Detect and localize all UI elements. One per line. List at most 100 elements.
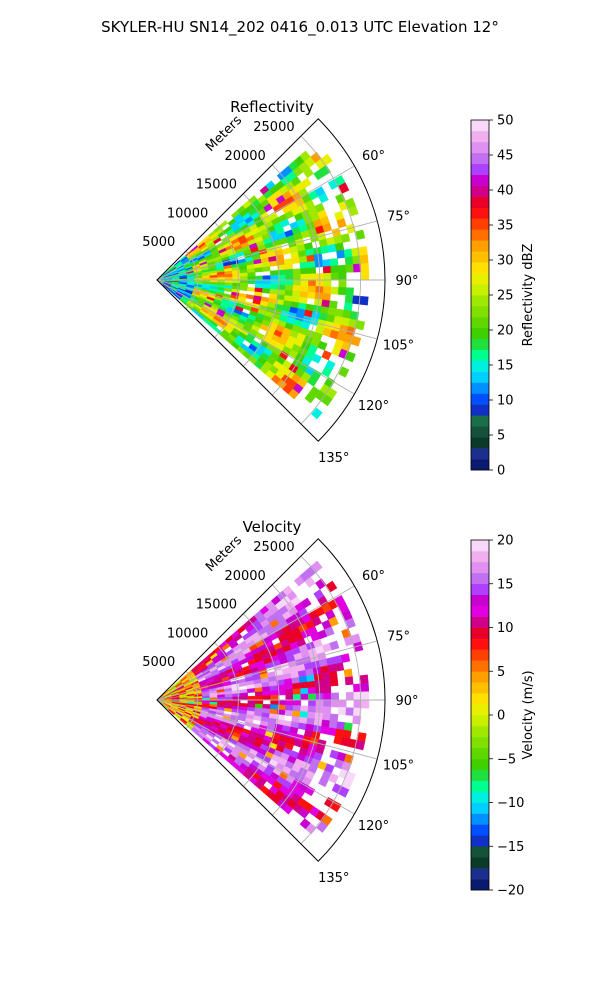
- data-cell: [355, 740, 366, 751]
- colorbar-swatch: [471, 704, 489, 716]
- data-cell: [321, 350, 332, 361]
- data-cell: [253, 715, 262, 722]
- colorbar-tick-label: 35: [497, 219, 514, 234]
- colorbar-swatch: [471, 616, 489, 628]
- data-cell: [224, 287, 233, 293]
- data-cell: [232, 273, 241, 278]
- figure-suptitle: SKYLER-HU SN14_202 0416_0.013 UTC Elevat…: [101, 18, 499, 37]
- colorbar-swatch: [471, 802, 489, 814]
- colorbar-swatch: [471, 130, 489, 143]
- data-cell: [336, 249, 346, 259]
- data-cell: [300, 267, 309, 275]
- colorbar-swatch: [471, 360, 489, 372]
- data-cell: [321, 672, 331, 681]
- data-cell: [340, 653, 351, 663]
- data-cell: [327, 663, 337, 673]
- colorbar-tick-label: 10: [497, 394, 514, 409]
- data-cell: [334, 662, 345, 672]
- colorbar-swatch: [471, 769, 489, 781]
- colorbar-tick-label: −20: [497, 884, 524, 899]
- data-cell: [245, 294, 255, 300]
- azimuth-tick-label: 90°: [395, 694, 418, 709]
- data-cell: [239, 286, 248, 292]
- colorbar-swatch: [471, 627, 489, 639]
- colorbar-tick-label: 0: [497, 709, 505, 724]
- colorbar-swatch: [471, 758, 489, 770]
- data-cell: [359, 296, 369, 306]
- azimuth-tick-label: 120°: [358, 399, 389, 414]
- data-cell: [269, 685, 279, 692]
- data-cell: [307, 267, 317, 275]
- data-cell: [262, 288, 271, 294]
- azimuth-spoke: [156, 279, 378, 340]
- data-cell: [232, 696, 241, 701]
- data-cell: [293, 274, 302, 281]
- data-cell: [329, 640, 340, 651]
- colorbar-tick-label: −10: [497, 796, 524, 811]
- data-cell: [307, 260, 316, 269]
- colorbar-swatch: [471, 649, 489, 661]
- data-cell: [299, 711, 309, 719]
- colorbar-swatch: [471, 229, 489, 241]
- radial-tick-label: 5000: [142, 655, 175, 670]
- colorbar-swatch: [471, 262, 489, 274]
- data-cell: [308, 699, 317, 707]
- colorbar-swatch: [471, 251, 489, 263]
- data-cell: [292, 682, 301, 690]
- data-cell: [307, 285, 317, 293]
- data-cell: [337, 707, 347, 716]
- azimuth-tick-label: 60°: [362, 569, 385, 584]
- azimuth-tick-label: 105°: [383, 339, 414, 354]
- colorbar-swatch: [471, 426, 489, 438]
- data-cell: [293, 699, 302, 706]
- data-cell: [336, 721, 346, 731]
- azimuth-tick-label: 105°: [383, 759, 414, 774]
- data-cell: [299, 261, 309, 269]
- radial-tick-label: 25000: [253, 540, 294, 555]
- data-cell: [337, 287, 347, 296]
- colorbar-swatch: [471, 459, 489, 471]
- data-cell: [262, 279, 271, 285]
- radial-tick-label: 10000: [167, 206, 208, 221]
- data-cell: [255, 695, 264, 701]
- data-cell: [318, 776, 329, 788]
- data-cell: [297, 722, 307, 731]
- radial-tick-label: 20000: [224, 149, 265, 164]
- data-cell: [308, 693, 317, 701]
- azimuth-spoke: [156, 699, 355, 815]
- data-cell: [262, 686, 271, 692]
- data-cell: [285, 694, 294, 701]
- colorbar-swatch: [471, 284, 489, 296]
- data-cell: [291, 676, 301, 685]
- data-cell: [320, 245, 330, 254]
- colorbar-swatch: [471, 404, 489, 416]
- colorbar-swatch: [471, 152, 489, 165]
- data-cell: [232, 279, 241, 284]
- data-cell: [298, 675, 308, 684]
- data-cell: [262, 695, 271, 701]
- data-cell: [320, 665, 330, 674]
- data-cell: [239, 272, 249, 277]
- colorbar-tick-label: 10: [497, 621, 514, 636]
- colorbar-swatch: [471, 316, 489, 329]
- data-cell: [304, 785, 316, 797]
- data-cell: [255, 275, 264, 281]
- data-cell: [300, 279, 309, 287]
- data-cell: [344, 294, 354, 304]
- panel-title: Velocity: [243, 518, 302, 536]
- colorbar-tick-label: 20: [497, 324, 514, 339]
- data-cell: [292, 268, 301, 275]
- data-cell: [345, 707, 354, 716]
- data-cell: [316, 821, 328, 833]
- data-cell: [292, 285, 301, 292]
- data-cell: [311, 560, 323, 573]
- data-cell: [330, 692, 339, 701]
- data-cell: [240, 696, 249, 701]
- data-cell: [329, 678, 339, 687]
- data-cell: [270, 690, 279, 696]
- colorbar-tick-label: 50: [497, 114, 514, 129]
- azimuth-tick-label: 90°: [395, 274, 418, 289]
- colorbar-tick-label: 15: [497, 577, 514, 592]
- data-cell: [345, 351, 356, 363]
- colorbar-swatch: [471, 371, 489, 383]
